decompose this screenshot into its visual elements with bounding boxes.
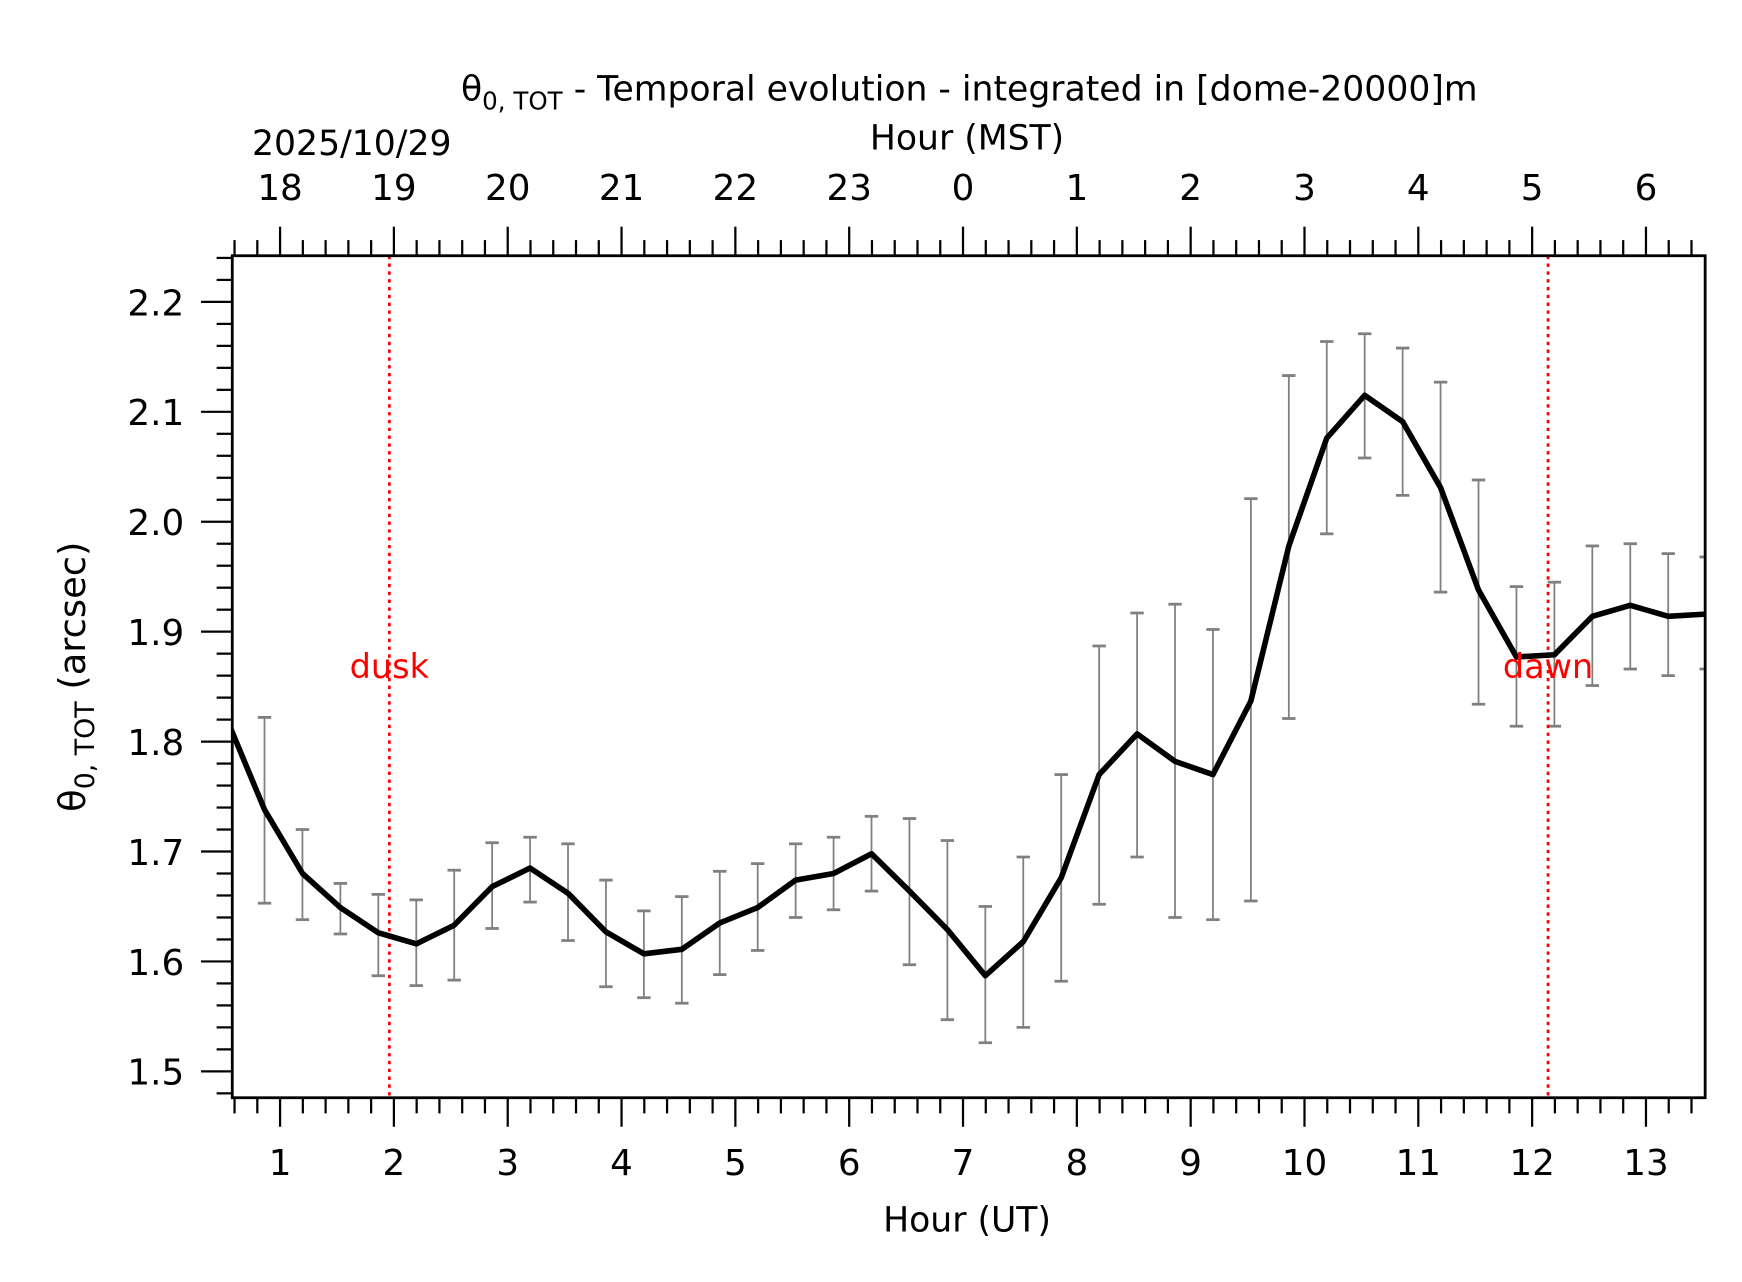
y-tick-label: 1.8 bbox=[127, 723, 184, 764]
series-line bbox=[232, 392, 1706, 979]
x-tick-label: 12 bbox=[1509, 1143, 1554, 1184]
x2-tick-label: 20 bbox=[485, 168, 530, 209]
x2-tick-label: 22 bbox=[713, 168, 758, 209]
x-tick-label: 4 bbox=[610, 1143, 633, 1184]
x2-tick-label: 3 bbox=[1293, 168, 1316, 209]
y-tick-label: 2.2 bbox=[127, 283, 184, 324]
x-tick-label: 7 bbox=[952, 1143, 975, 1184]
y-tick-label: 2.1 bbox=[127, 393, 184, 434]
x2-tick-label: 6 bbox=[1635, 168, 1658, 209]
annotation-dusk: dusk bbox=[350, 647, 430, 686]
x2-tick-label: 19 bbox=[371, 168, 416, 209]
plot-frame bbox=[230, 254, 1707, 1100]
x-tick-label: 11 bbox=[1396, 1143, 1441, 1184]
date-label: 2025/10/29 bbox=[252, 124, 451, 164]
x2-tick-label: 1 bbox=[1065, 168, 1088, 209]
x-axis-label: Hour (UT) bbox=[883, 1201, 1051, 1241]
x2-tick-label: 4 bbox=[1407, 168, 1430, 209]
y-tick-label: 1.5 bbox=[127, 1053, 184, 1094]
x-tick-label: 5 bbox=[724, 1143, 747, 1184]
y-tick-label: 2.0 bbox=[127, 503, 184, 544]
y-axis-label: θ0, TOT (arcsec) bbox=[51, 542, 101, 812]
x2-tick-label: 18 bbox=[257, 168, 302, 209]
x-tick-label: 9 bbox=[1179, 1143, 1202, 1184]
x-tick-label: 10 bbox=[1282, 1143, 1327, 1184]
x-tick-label: 13 bbox=[1623, 1143, 1668, 1184]
annotation-dawn: dawn bbox=[1503, 647, 1593, 686]
plot-area bbox=[232, 255, 1706, 1098]
x-tick-label: 8 bbox=[1065, 1143, 1088, 1184]
x2-tick-label: 0 bbox=[952, 168, 975, 209]
x-tick-label: 2 bbox=[383, 1143, 406, 1184]
x-tick-label: 3 bbox=[496, 1143, 519, 1184]
x2-tick-label: 23 bbox=[826, 168, 871, 209]
y-tick-label: 1.6 bbox=[127, 943, 184, 984]
x2-tick-label: 2 bbox=[1179, 168, 1202, 209]
x-tick-label: 1 bbox=[269, 1143, 292, 1184]
x-tick-label: 6 bbox=[838, 1143, 861, 1184]
x2-axis-label: Hour (MST) bbox=[870, 119, 1064, 159]
y-tick-label: 1.7 bbox=[127, 833, 184, 874]
y-tick-label: 1.9 bbox=[127, 613, 184, 654]
chart-title: θ0, TOT - Temporal evolution - integrate… bbox=[461, 70, 1478, 116]
x2-tick-label: 5 bbox=[1521, 168, 1544, 209]
x2-tick-label: 21 bbox=[599, 168, 644, 209]
